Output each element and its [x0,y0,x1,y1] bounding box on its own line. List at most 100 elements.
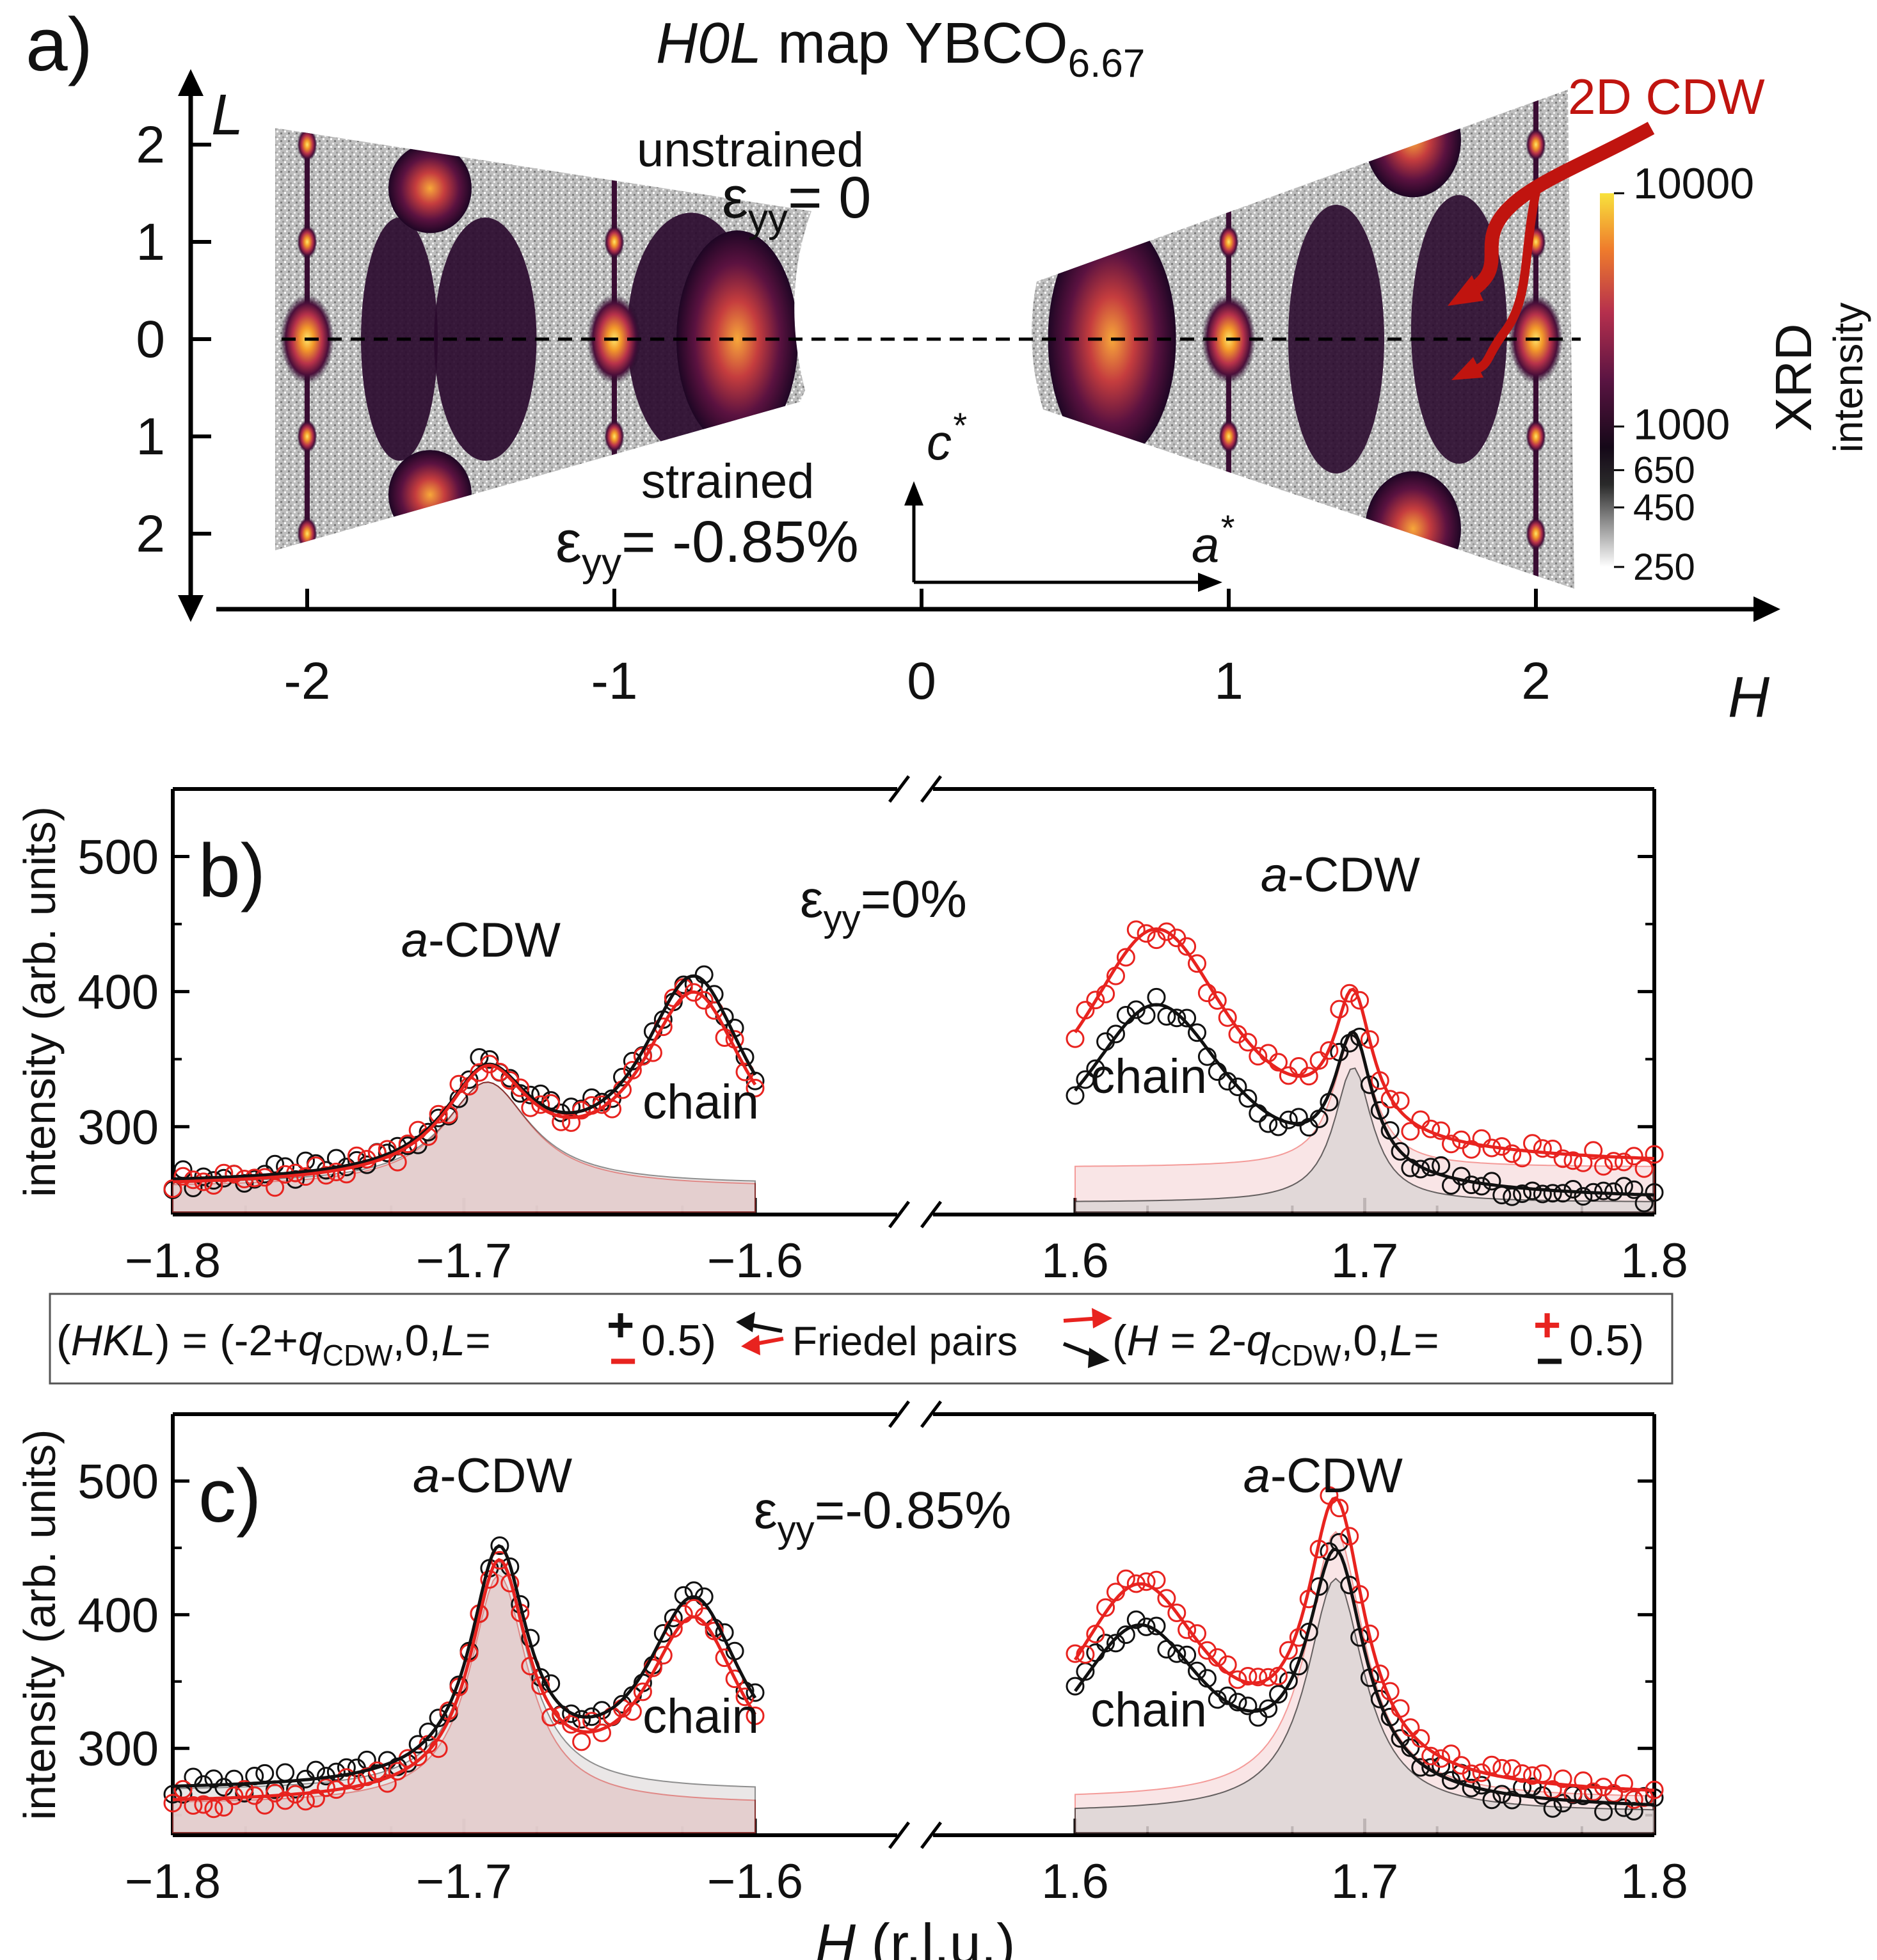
data-point-black [490,1536,509,1555]
eps-value-bottom: = -0.85% [621,509,859,575]
data-point-black [531,1084,550,1103]
data-point-red [1432,1749,1451,1768]
data-point-red [1178,1620,1197,1639]
data-point-red [1411,1729,1430,1748]
h-tick-label: 2 [1521,652,1551,710]
eps-symbol-top: ε [722,165,748,230]
bragg-peak [1218,225,1239,259]
strained-label: strained [641,454,814,509]
map-oval [388,143,472,234]
fit-curve-red [172,1558,757,1801]
l-ticks: 2 1 0 1 2 [136,116,211,563]
data-point-black [1126,1610,1146,1629]
data-point-red [307,1789,325,1808]
half-right: 0.5) [1569,1316,1644,1365]
data-point-red [1523,1134,1542,1153]
data-point-black [1238,1089,1258,1108]
map-oval [1365,471,1461,587]
cdw-fill-black-right [1074,1067,1655,1213]
data-point-red [388,1762,407,1781]
data-point-red [1563,1151,1583,1170]
axis-break-mark [920,775,942,803]
data-point-red [317,1778,335,1797]
data-point-red [1442,1135,1460,1154]
data-point-red [317,1166,335,1185]
data-point-red [1167,1604,1186,1622]
data-point-red [1218,1008,1237,1027]
cdw-label-left: a-CDW [413,1449,572,1503]
x-tick-label: −1.7 [416,1234,512,1288]
x-tick-label: −1.6 [707,1854,803,1909]
l-tick-label: 1 [136,408,165,466]
data-point-red [1553,1769,1572,1789]
data-point-red [1462,1140,1481,1159]
cdw-label-rest: -CDW [428,913,561,968]
data-point-black [1391,1142,1410,1161]
data-point-black [266,1154,285,1174]
data-point-black [1543,1184,1562,1203]
data-point-black [1533,1786,1552,1805]
bragg-peak [604,225,625,259]
data-point-red [746,1706,765,1725]
a-letter: a [1192,516,1219,573]
x-tick-label: 1.6 [1041,1854,1109,1909]
h-tick-label: -2 [284,652,331,710]
axis-break-mark [920,1821,942,1849]
axis-break-mark [888,775,910,803]
friedel-legend: (HKL) = (-2+qCDW,0,L= + − 0.5) Friedel p… [49,1293,1673,1387]
colorbar-tick-label: 650 [1633,450,1695,491]
data-point-black [1279,1671,1298,1691]
l-right: L [1389,1316,1414,1365]
eq-right: = [1414,1316,1439,1365]
bragg-peak [1526,420,1546,453]
cdw-2d-label: 2D CDW [1568,68,1765,125]
pm-minus-right: − [1536,1334,1563,1387]
data-point-red [1543,1140,1562,1158]
lm: ) = (-2+ [156,1316,298,1365]
cdw-arrow-upper-head [1448,275,1483,306]
eps-sub-top: yy [748,196,788,241]
data-point-black [1167,1644,1186,1663]
data-point-black [1228,1078,1247,1096]
data-point-black [1137,1617,1156,1636]
eps-value-top: = 0 [788,165,871,230]
data-point-black [1533,1184,1552,1204]
strain-label: εyy=-0.85% [754,1481,1011,1550]
data-point-red [1614,1152,1633,1172]
data-point-red [1178,937,1197,956]
colorbar-tick-label: 450 [1633,487,1695,529]
data-point-red [1066,1029,1085,1048]
data-point-red [1279,1641,1298,1660]
eps-symbol-bottom: ε [555,509,582,575]
a-star-mark: * [1219,507,1234,548]
data-point-black [1604,1182,1623,1201]
data-point-red [562,1715,581,1734]
map-oval [388,450,472,540]
data-point-red [1553,1149,1572,1168]
data-point-red [398,1135,417,1153]
data-point-red [1462,1764,1481,1783]
x-tick-label: −1.8 [125,1854,221,1909]
strained-strain: εyy= -0.85% [555,509,859,585]
data-point-red [1249,1047,1268,1066]
data-point-black [746,1683,765,1702]
q-right: q [1247,1316,1271,1365]
data-point-black [1594,1181,1613,1200]
data-point-red [1503,1144,1522,1163]
data-point-red [1116,1569,1135,1588]
colorbar-tick-label: 250 [1633,546,1695,588]
cdw-label-italic: a [1261,848,1288,902]
cdw-arrow-lower [1470,191,1540,376]
data-point-black [1269,1685,1288,1704]
data-point-red [633,1682,652,1701]
data-point-red [1259,1044,1278,1063]
l-tick-label: 2 [136,505,165,563]
data-point-red [1228,1670,1247,1689]
fit-curve-black [172,1544,757,1788]
x-tick-label: 1.7 [1331,1854,1399,1909]
unstrained-label: unstrained [637,123,864,177]
data-point-black [1462,1175,1481,1195]
data-point-red [684,1598,703,1618]
data-point-black [1238,1696,1258,1716]
